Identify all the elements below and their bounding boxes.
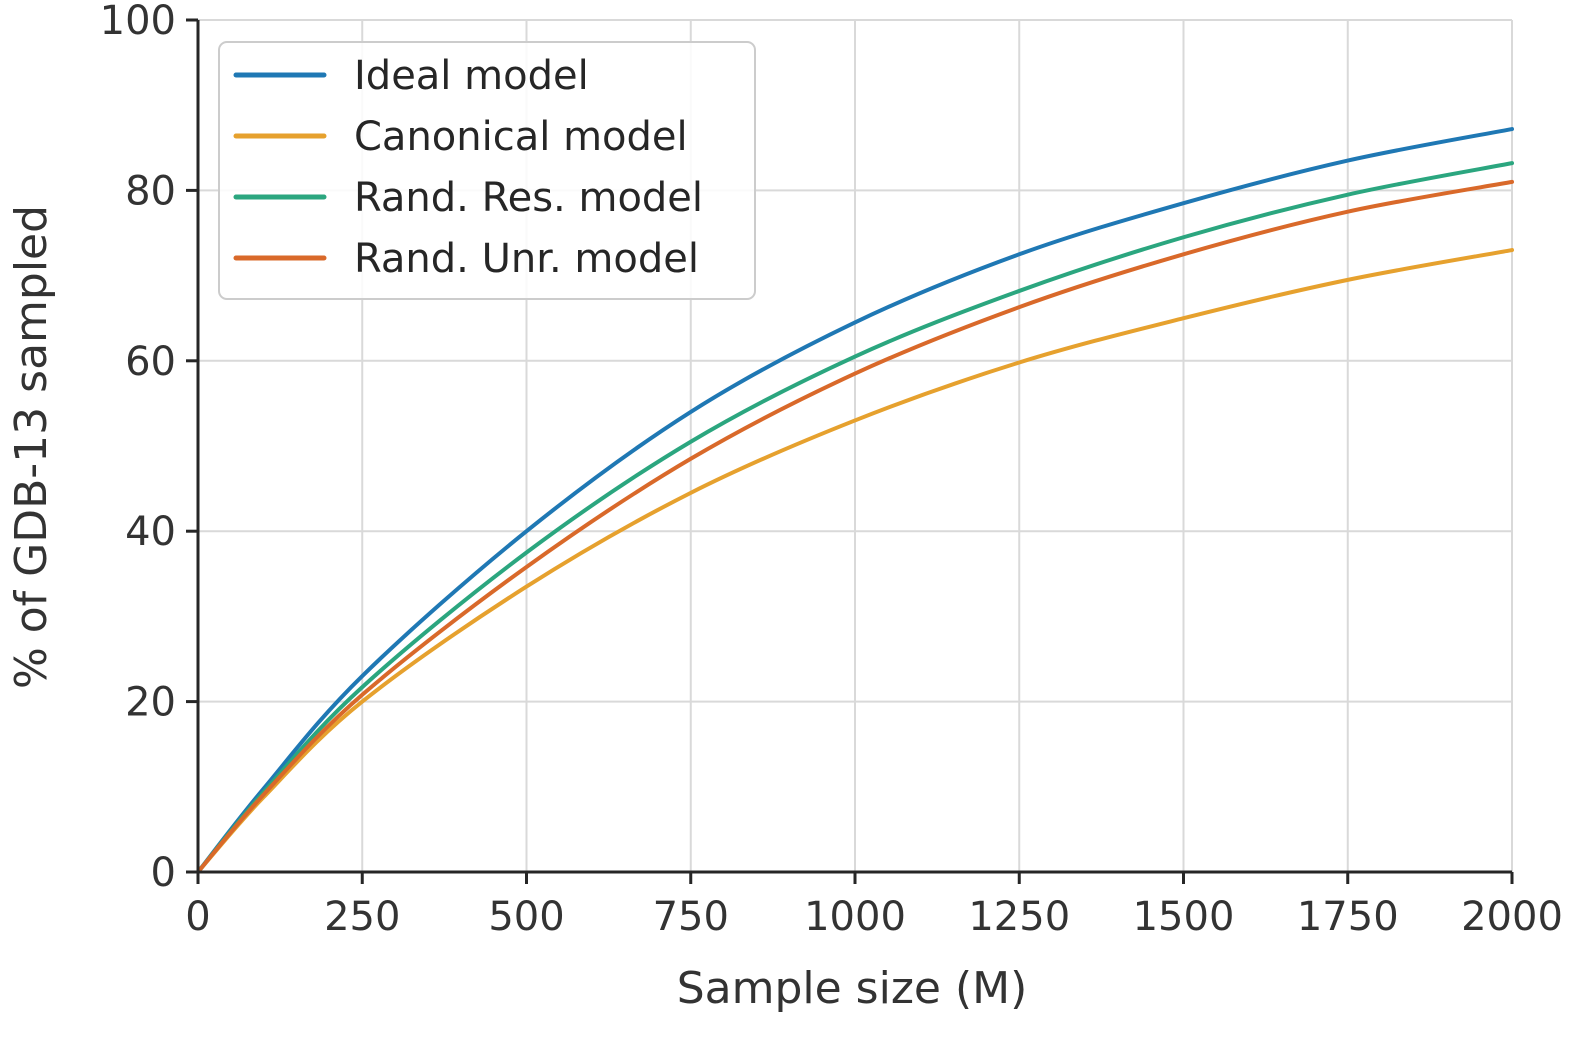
x-tick-label-2: 500 <box>488 894 564 940</box>
y-tick-label-5: 100 <box>100 0 176 44</box>
x-tick-label-1: 250 <box>324 894 400 940</box>
x-axis-title: Sample size (M) <box>677 963 1028 1014</box>
x-tick-label-3: 750 <box>653 894 729 940</box>
series-lines <box>196 127 1514 874</box>
x-tick-label-5: 1250 <box>968 894 1070 940</box>
legend-label-3: Rand. Unr. model <box>354 236 699 282</box>
legend: Ideal model Canonical model Rand. Res. mod… <box>218 41 756 300</box>
y-axis-title: % of GDB-13 sampled <box>6 205 57 689</box>
series-line-rand-unr-model <box>196 179 1514 874</box>
y-tick-label-0: 0 <box>151 850 176 896</box>
x-tick-label-6: 1500 <box>1133 894 1235 940</box>
y-tick-label-4: 80 <box>125 168 176 214</box>
y-tick-label-3: 60 <box>125 339 176 385</box>
x-tick-label-0: 0 <box>185 894 210 940</box>
y-tick-label-2: 40 <box>125 509 176 555</box>
axes <box>186 18 1514 884</box>
x-tick-label-7: 1750 <box>1297 894 1399 940</box>
series-line-ideal-model <box>196 127 1514 874</box>
legend-label-0: Ideal model <box>354 53 589 99</box>
legend-label-1: Canonical model <box>354 114 688 160</box>
x-tick-label-8: 2000 <box>1461 894 1563 940</box>
x-tick-label-4: 1000 <box>804 894 906 940</box>
series-line-canonical-model <box>196 248 1514 874</box>
y-tick-label-1: 20 <box>125 680 176 726</box>
tick-labels: 0 250 500 750 1000 1250 1500 1750 2000 0 20 40 60 80 1… <box>100 0 1563 940</box>
legend-label-2: Rand. Res. model <box>354 175 703 221</box>
series-line-rand-res-model <box>196 161 1514 874</box>
legend-frame <box>218 41 756 300</box>
